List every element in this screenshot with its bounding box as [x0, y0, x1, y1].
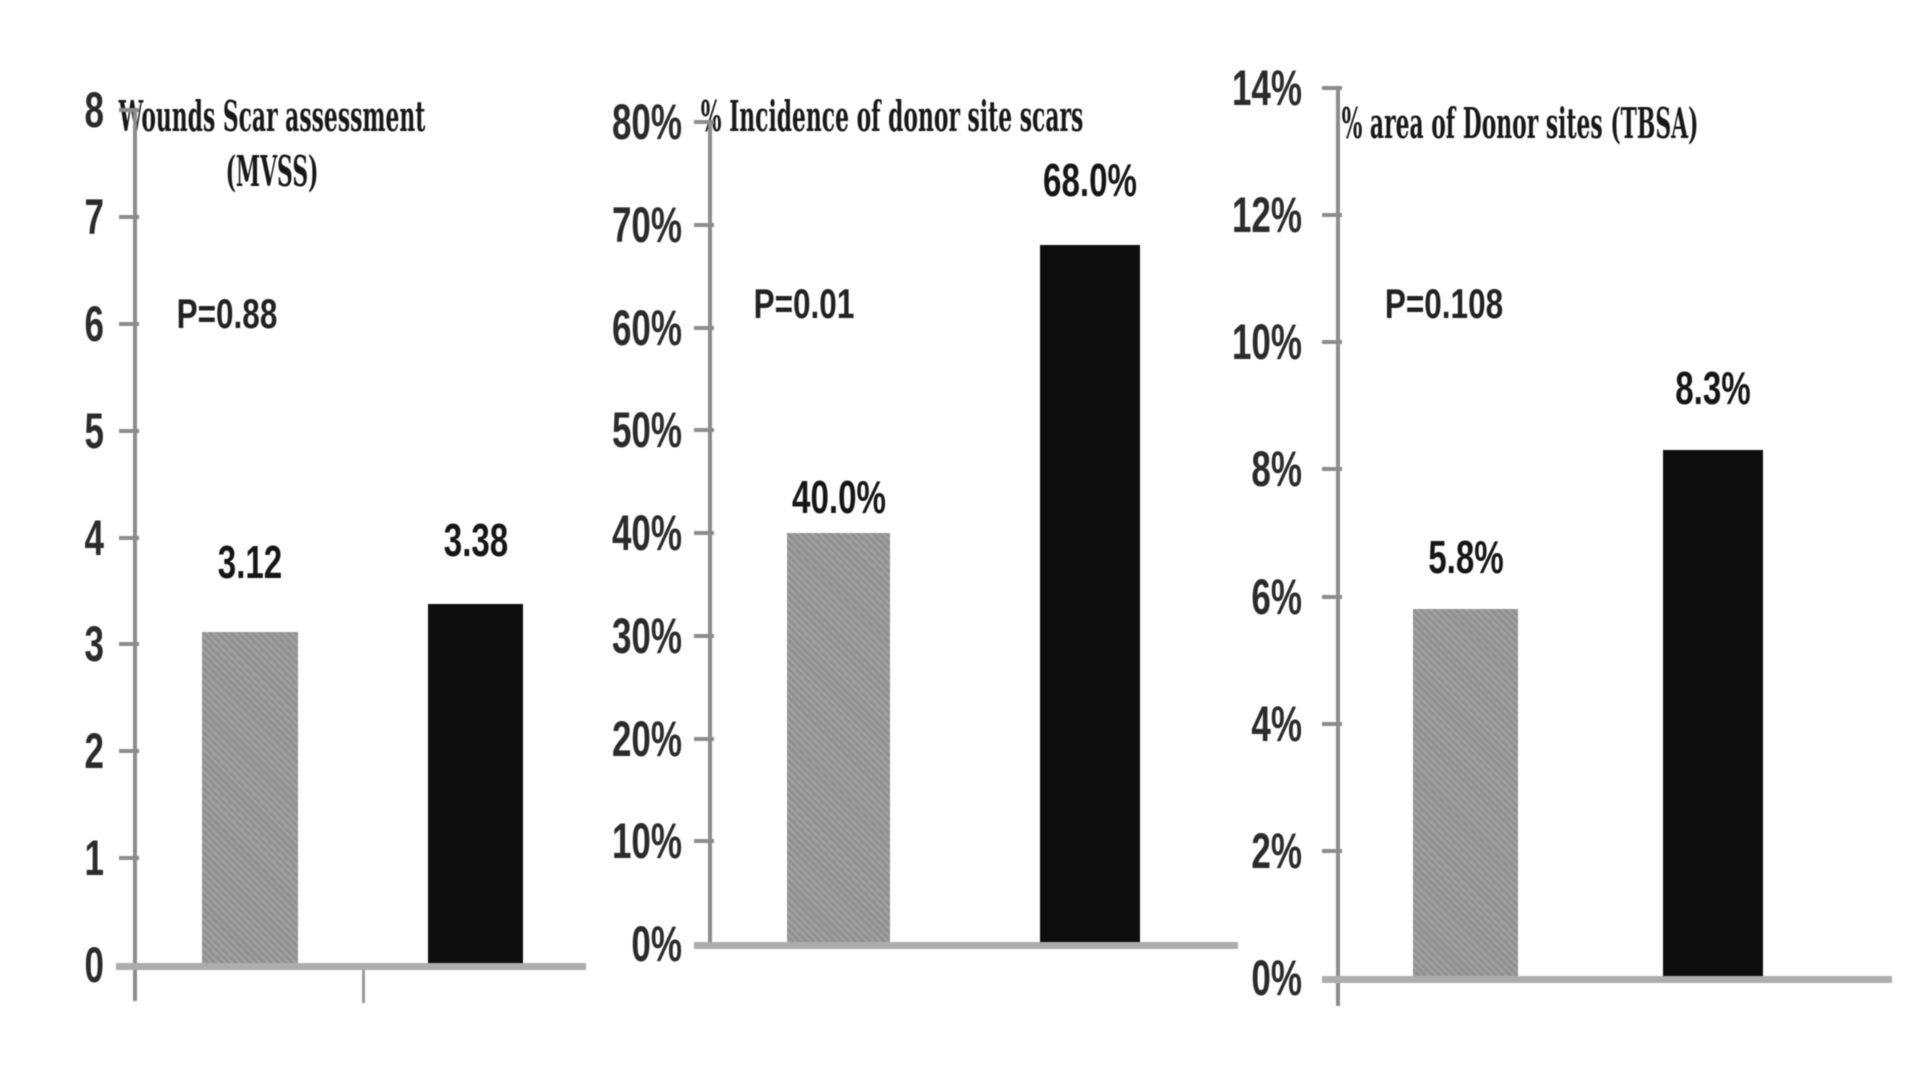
y-tick-label: 8%	[1251, 441, 1302, 498]
y-tick-label: 1	[84, 830, 104, 887]
y-tick-label: 14%	[1231, 60, 1302, 116]
bar-black	[1663, 450, 1763, 982]
y-tick-label: 3	[84, 616, 104, 673]
y-tick-label: 50%	[611, 402, 682, 459]
y-tick-label: 6%	[1251, 568, 1302, 625]
y-axis-tick	[119, 108, 139, 112]
bar-value-label: 68.0%	[1043, 154, 1137, 207]
y-axis-tick	[1322, 340, 1342, 345]
y-tick-label: 0%	[1251, 950, 1302, 1006]
chart-title: Wounds Scar assessment (MVSS)	[118, 92, 426, 196]
y-tick-label: 8	[84, 82, 104, 138]
y-tick-label: 7	[84, 188, 104, 245]
y-tick-label: 10%	[1231, 314, 1302, 371]
p-value-label: P=0.88	[176, 290, 278, 337]
x-axis-baseline	[116, 963, 586, 970]
y-tick-label: 6	[84, 295, 104, 352]
y-tick-label: 0%	[631, 916, 682, 972]
bar-value-label: 8.3%	[1675, 362, 1751, 415]
p-value-label: P=0.108	[1384, 280, 1504, 327]
y-tick-label: 12%	[1231, 187, 1302, 244]
y-axis-tick	[1322, 594, 1342, 599]
y-axis-tick	[1322, 721, 1342, 726]
y-tick-label: 30%	[611, 607, 682, 664]
y-axis-tick	[694, 531, 714, 535]
p-value-label: P=0.01	[753, 280, 855, 327]
x-axis-baseline	[1322, 976, 1892, 983]
y-tick-label: 2	[84, 723, 104, 780]
bar-gray	[202, 631, 298, 969]
bar-value-label: 3.12	[217, 535, 283, 588]
y-axis-tick	[119, 642, 139, 647]
x-axis-category-tick	[362, 969, 365, 1003]
y-axis-tick	[1322, 848, 1342, 853]
bar-value-label: 3.38	[443, 513, 508, 566]
y-tick-label: 80%	[611, 94, 682, 150]
y-tick-label: 60%	[611, 299, 682, 356]
y-tick-label: 0	[84, 937, 104, 993]
bar-value-label: 5.8%	[1427, 531, 1504, 584]
y-axis-line	[133, 108, 137, 1001]
y-axis-tick	[119, 214, 139, 219]
y-axis-tick	[119, 321, 139, 326]
y-tick-label: 4%	[1251, 695, 1302, 752]
chart-title: % area of Donor sites (TBSA)	[1341, 99, 1699, 148]
y-axis-tick	[119, 749, 139, 754]
y-tick-label: 5	[84, 402, 104, 459]
y-tick-label: 40%	[611, 505, 682, 561]
bar-value-label: 40.0%	[791, 471, 886, 523]
y-tick-label: 20%	[611, 710, 682, 767]
y-axis-tick	[694, 736, 714, 741]
y-tick-label: 10%	[611, 813, 682, 870]
y-axis-tick	[694, 633, 714, 638]
y-tick-label: 70%	[611, 196, 682, 253]
bar-gray	[787, 533, 890, 948]
y-tick-label: 4	[84, 509, 104, 566]
y-axis-tick	[119, 856, 139, 861]
y-axis-tick	[694, 325, 714, 330]
bar-gray	[1413, 609, 1518, 982]
y-axis-tick	[694, 428, 714, 433]
bar-black	[428, 603, 523, 969]
y-axis-tick	[694, 120, 714, 124]
y-axis-tick	[119, 428, 139, 433]
x-axis-baseline	[694, 942, 1238, 949]
y-axis-line	[1336, 86, 1340, 1006]
y-axis-tick	[1322, 213, 1342, 218]
y-tick-label: 2%	[1251, 822, 1302, 879]
y-axis-tick	[1322, 86, 1342, 90]
y-axis-tick	[119, 535, 139, 540]
y-axis-tick	[694, 839, 714, 844]
y-axis-tick	[694, 222, 714, 227]
bar-black	[1040, 245, 1140, 948]
chart-title: % Incidence of donor site scars	[700, 92, 1084, 141]
y-axis-tick	[1322, 467, 1342, 472]
